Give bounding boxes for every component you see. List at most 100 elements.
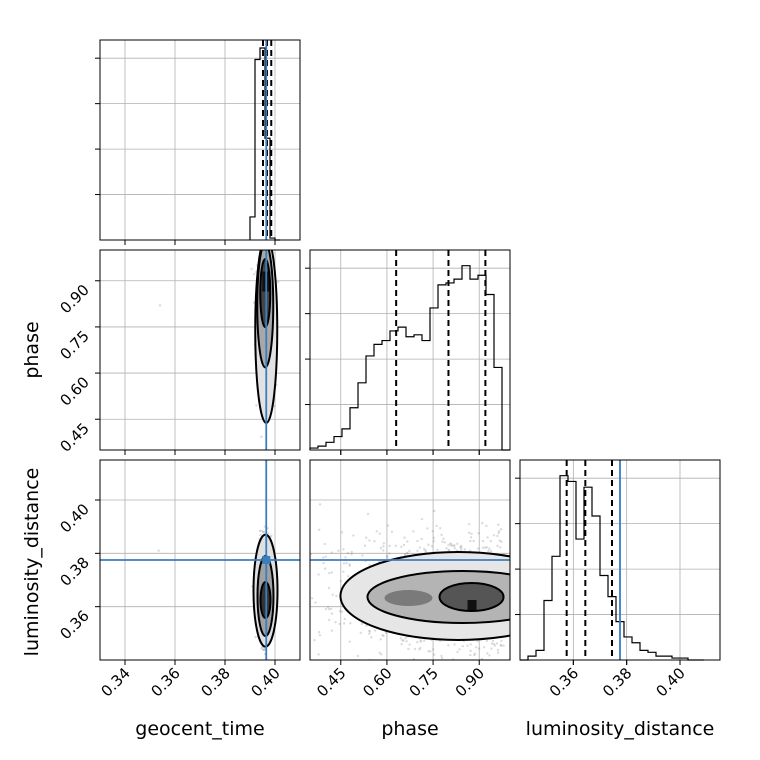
scatter-point bbox=[305, 569, 307, 571]
scatter-point bbox=[323, 542, 327, 546]
scatter-point bbox=[273, 404, 276, 408]
panel-frame bbox=[99, 459, 301, 661]
scatter-point bbox=[477, 532, 480, 535]
scatter-point bbox=[292, 613, 294, 615]
scatter-point bbox=[158, 304, 162, 307]
scatter-point bbox=[486, 536, 489, 539]
scatter-point bbox=[408, 549, 411, 553]
scatter-point bbox=[262, 247, 264, 249]
scatter-point bbox=[458, 648, 461, 651]
scatter-panel-geocent-time-vs-phase bbox=[99, 230, 301, 451]
scatter-point bbox=[461, 644, 464, 648]
x-tick-label-phase: 0.60 bbox=[359, 664, 395, 700]
hist-panel-luminosity-distance bbox=[515, 459, 721, 665]
scatter-point bbox=[344, 556, 347, 559]
scatter-point bbox=[338, 622, 341, 626]
scatter-point bbox=[379, 546, 382, 550]
scatter-point bbox=[379, 638, 382, 641]
scatter-point bbox=[364, 536, 368, 539]
scatter-point bbox=[491, 639, 495, 643]
y-tick-label-luminosity-distance: 0.36 bbox=[56, 607, 92, 643]
scatter-point bbox=[431, 648, 435, 651]
scatter-point bbox=[368, 630, 372, 633]
density-fill bbox=[439, 583, 504, 611]
scatter-point bbox=[252, 272, 256, 276]
scatter-point bbox=[360, 622, 364, 626]
scatter-point bbox=[452, 544, 455, 547]
scatter-point bbox=[492, 534, 496, 537]
scatter-point bbox=[499, 643, 503, 647]
scatter-point bbox=[432, 536, 435, 540]
scatter-point bbox=[390, 530, 394, 533]
scatter-point bbox=[406, 540, 409, 543]
scatter-point bbox=[489, 549, 493, 553]
scatter-point bbox=[270, 534, 273, 537]
panel-frame bbox=[99, 249, 301, 451]
scatter-point bbox=[261, 531, 265, 534]
histogram-luminosity-distance bbox=[520, 475, 704, 661]
xlabel-luminosity-distance: luminosity_distance bbox=[526, 718, 715, 740]
scatter-point bbox=[330, 629, 334, 632]
scatter-point bbox=[502, 644, 505, 647]
contour-middle bbox=[256, 250, 275, 369]
histogram-geocent-time bbox=[249, 47, 280, 241]
scatter-point bbox=[484, 546, 487, 549]
scatter-point bbox=[401, 639, 404, 642]
scatter-point bbox=[473, 653, 476, 657]
scatter-point bbox=[352, 534, 355, 537]
x-tick-label-phase: 0.45 bbox=[313, 664, 349, 700]
scatter-point bbox=[459, 545, 462, 549]
density-fill bbox=[384, 590, 433, 606]
scatter-point bbox=[485, 639, 489, 643]
scatter-point bbox=[488, 547, 491, 550]
scatter-point bbox=[447, 548, 450, 551]
scatter-point bbox=[443, 541, 447, 544]
scatter-point bbox=[388, 544, 391, 548]
scatter-point bbox=[317, 653, 320, 656]
scatter-point bbox=[366, 512, 370, 516]
scatter-point bbox=[350, 552, 353, 556]
scatter-point bbox=[295, 609, 297, 611]
scatter-point bbox=[453, 546, 456, 550]
x-tick-label-geocent-time: 0.34 bbox=[97, 664, 133, 700]
scatter-point bbox=[496, 544, 499, 548]
scatter-point bbox=[386, 524, 390, 527]
scatter-point bbox=[334, 620, 337, 624]
scatter-point bbox=[404, 636, 407, 640]
scatter-point bbox=[413, 661, 415, 663]
panel-frame bbox=[309, 249, 511, 451]
scatter-point bbox=[259, 533, 262, 537]
scatter-point bbox=[338, 609, 342, 613]
scatter-point bbox=[262, 648, 266, 652]
scatter-point bbox=[263, 525, 266, 528]
scatter-point bbox=[481, 539, 485, 543]
scatter-point bbox=[476, 547, 480, 550]
x-tick-label-geocent-time: 0.40 bbox=[247, 664, 283, 700]
scatter-point bbox=[258, 529, 262, 533]
scatter-point bbox=[453, 663, 455, 665]
scatter-point bbox=[342, 570, 345, 573]
scatter-point bbox=[418, 648, 421, 651]
scatter-point bbox=[419, 646, 422, 650]
scatter-point bbox=[470, 532, 473, 536]
scatter-point bbox=[498, 539, 501, 542]
scatter-point bbox=[343, 617, 346, 621]
scatter-point bbox=[260, 647, 263, 650]
scatter-point bbox=[481, 521, 484, 525]
scatter-point bbox=[485, 546, 489, 549]
scatter-point bbox=[432, 540, 435, 543]
scatter-point bbox=[435, 524, 438, 528]
scatter-point bbox=[267, 532, 270, 535]
scatter-point bbox=[445, 547, 448, 550]
scatter-point bbox=[324, 607, 328, 611]
x-tick-label-luminosity-distance: 0.40 bbox=[652, 664, 688, 700]
scatter-point bbox=[481, 546, 485, 549]
scatter-point bbox=[441, 540, 444, 543]
scatter-point bbox=[382, 545, 385, 548]
scatter-point bbox=[440, 654, 443, 658]
scatter-point bbox=[469, 649, 472, 653]
scatter-point bbox=[260, 230, 262, 232]
scatter-point bbox=[370, 636, 373, 639]
scatter-point bbox=[487, 549, 490, 553]
scatter-point bbox=[350, 550, 353, 554]
